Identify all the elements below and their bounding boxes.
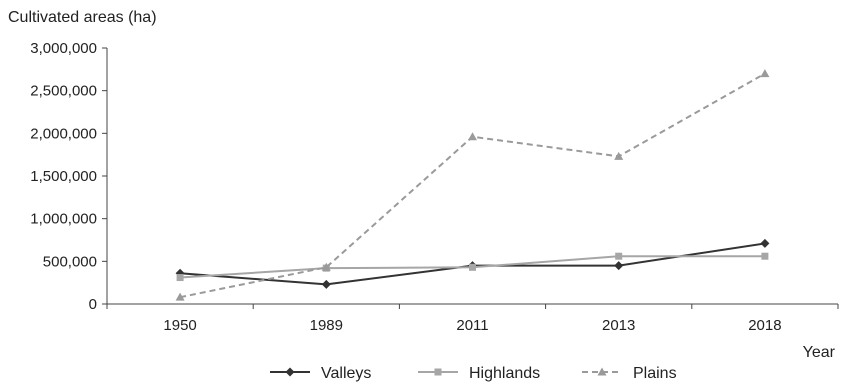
series-group — [175, 69, 770, 301]
y-tick-label: 1,500,000 — [30, 168, 97, 185]
data-point-plains — [321, 262, 331, 271]
x-tick-label: 2018 — [748, 317, 781, 334]
data-point-valleys — [760, 238, 770, 248]
y-tick-label: 2,000,000 — [30, 125, 97, 142]
x-tick-label: 2013 — [602, 317, 635, 334]
data-point-valleys — [614, 261, 624, 271]
x-tick-label: 1950 — [163, 317, 196, 334]
x-axis-title: Year — [803, 344, 836, 361]
y-tick-label: 3,000,000 — [30, 40, 97, 57]
legend-label-highlands: Highlands — [469, 365, 540, 382]
data-point-plains — [614, 151, 624, 160]
data-point-highlands — [615, 252, 623, 260]
data-point-plains — [175, 292, 185, 301]
legend-marker-plains — [597, 367, 607, 376]
y-tick-label: 500,000 — [43, 253, 97, 270]
x-axis-ticks: 1950 1989 2011 2013 2018 — [106, 304, 839, 334]
y-tick-label: 1,000,000 — [30, 211, 97, 228]
legend-marker-highlands — [434, 368, 442, 376]
legend: Valleys Highlands Plains — [270, 365, 677, 382]
y-axis-ticks: 0 500,000 1,000,000 1,500,000 2,000,000 2,500… — [30, 40, 107, 313]
y-tick-label: 0 — [89, 296, 97, 313]
y-tick-label: 2,500,000 — [30, 83, 97, 100]
data-point-highlands — [176, 274, 184, 282]
data-point-valleys — [321, 279, 331, 289]
legend-marker-valleys — [285, 367, 295, 377]
data-point-highlands — [469, 263, 476, 271]
data-point-plains — [468, 132, 477, 141]
legend-label-valleys: Valleys — [321, 365, 371, 382]
data-point-highlands — [761, 252, 769, 260]
y-axis-title: Cultivated areas (ha) — [8, 9, 157, 26]
x-tick-label: 2011 — [456, 317, 488, 334]
legend-label-plains: Plains — [633, 365, 677, 382]
x-tick-label: 1989 — [310, 317, 343, 334]
data-point-plains — [760, 69, 770, 78]
